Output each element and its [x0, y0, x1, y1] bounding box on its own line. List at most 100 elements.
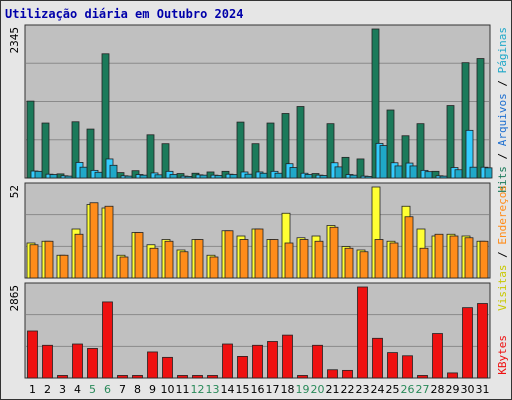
kbytes-bar-kbytes-21	[327, 369, 338, 379]
visits-bar-endereços-3	[59, 254, 69, 279]
visits-bar-endereços-8	[134, 232, 144, 279]
visits-bar-endereços-20	[314, 240, 324, 279]
visits-bar-endereços-14	[224, 230, 234, 279]
x-tick-label-1: 1	[29, 383, 36, 396]
kbytes-bar-kbytes-20	[312, 344, 323, 379]
legend-visits-sites-part-0: Visitas	[496, 264, 509, 310]
hits-bar-hits-23	[356, 158, 365, 179]
visits-bar-endereços-30	[464, 237, 474, 279]
hits-bar-hits-16	[251, 143, 260, 179]
kbytes-bar-kbytes-8	[132, 375, 143, 379]
hits-bar-páginas-12	[199, 174, 208, 179]
visits-bar-endereços-24	[374, 239, 384, 279]
visits-bar-endereços-6	[104, 205, 114, 279]
kbytes-bar-kbytes-30	[462, 307, 473, 379]
hits-bar-hits-2	[41, 122, 50, 179]
visits-bar-endereços-10	[164, 240, 174, 279]
kbytes-bar-kbytes-18	[282, 334, 293, 379]
hits-bar-hits-29	[446, 105, 455, 179]
kbytes-bar-kbytes-31	[477, 303, 488, 379]
kbytes-bar-kbytes-28	[432, 333, 443, 379]
legend-hits-files-pages-part-4: Páginas	[496, 27, 509, 73]
visits-bar-endereços-16	[254, 228, 264, 279]
visits-bar-endereços-29	[449, 235, 459, 279]
kbytes-bar-kbytes-6	[102, 301, 113, 379]
kbytes-bar-kbytes-16	[252, 344, 263, 379]
visits-bar-endereços-13	[209, 256, 219, 279]
hits-bar-páginas-4	[79, 166, 88, 179]
hits-bar-hits-15	[236, 121, 245, 179]
visits-bar-endereços-2	[44, 240, 54, 279]
x-tick-label-9: 9	[149, 383, 156, 396]
x-tick-label-17: 17	[266, 383, 280, 396]
visits-bar-endereços-7	[119, 256, 129, 279]
x-tick-label-11: 11	[176, 383, 190, 396]
kbytes-bar-kbytes-23	[357, 286, 368, 379]
kbytes-bar-kbytes-3	[57, 375, 68, 379]
hits-bar-páginas-24	[379, 145, 388, 179]
x-tick-label-30: 30	[461, 383, 475, 396]
hits-bar-páginas-11	[184, 176, 193, 179]
hits-bar-páginas-25	[394, 165, 403, 179]
visits-bar-endereços-18	[284, 242, 294, 279]
visits-bar-endereços-27	[419, 247, 429, 279]
x-tick-label-28: 28	[431, 383, 445, 396]
visits-bar-endereços-1	[29, 244, 39, 279]
x-tick-label-5: 5	[89, 383, 96, 396]
legend-hits-files-pages-part-3: /	[496, 73, 509, 93]
visits-bar-endereços-26	[404, 216, 414, 279]
legend-visits-sites-part-1: /	[496, 245, 509, 265]
chart-title: Utilização diária em Outubro 2024	[5, 7, 244, 21]
hits-bar-hits-26	[401, 135, 410, 179]
hits-ymax-label: 2345	[8, 27, 21, 54]
legend-hits-files-pages-part-1: /	[496, 146, 509, 166]
hits-bar-hits-31	[476, 58, 485, 179]
kbytes-bar-kbytes-19	[297, 375, 308, 379]
hits-bar-hits-27	[416, 123, 425, 179]
kbytes-bar-kbytes-15	[237, 356, 248, 379]
hits-bar-páginas-27	[424, 171, 433, 179]
x-tick-label-15: 15	[236, 383, 250, 396]
hits-bar-hits-5	[86, 128, 95, 179]
legend-hits-files-pages: Hits / Arquivos / Páginas	[496, 27, 509, 193]
x-tick-label-31: 31	[476, 383, 490, 396]
hits-bar-hits-19	[296, 106, 305, 179]
legend-visits-sites-part-2: Endereços	[496, 185, 509, 245]
hits-bar-páginas-17	[274, 172, 283, 179]
hits-bar-hits-6	[101, 53, 110, 179]
hits-bar-hits-17	[266, 122, 275, 179]
kbytes-bar-kbytes-27	[417, 375, 428, 379]
visits-bar-endereços-19	[299, 239, 309, 279]
x-tick-label-21: 21	[326, 383, 340, 396]
x-tick-label-20: 20	[311, 383, 325, 396]
x-tick-label-24: 24	[371, 383, 385, 396]
x-tick-label-7: 7	[119, 383, 126, 396]
visits-bar-endereços-21	[329, 226, 339, 279]
kbytes-bar-kbytes-1	[27, 330, 38, 379]
x-tick-label-2: 2	[44, 383, 51, 396]
x-tick-label-23: 23	[356, 383, 370, 396]
kbytes-bar-kbytes-24	[372, 337, 383, 379]
legend-hits-files-pages-part-0: Hits	[496, 166, 509, 193]
kbytes-bar-kbytes-22	[342, 369, 353, 379]
hits-bar-páginas-29	[454, 169, 463, 179]
hits-bar-páginas-7	[124, 175, 133, 179]
kbytes-bar-kbytes-2	[42, 344, 53, 379]
kbytes-bar-kbytes-5	[87, 348, 98, 379]
kbytes-bar-kbytes-9	[147, 351, 158, 379]
hits-bar-páginas-1	[34, 170, 43, 179]
hits-bar-páginas-3	[64, 175, 73, 179]
kbytes-bar-kbytes-7	[117, 375, 128, 379]
x-tick-label-29: 29	[446, 383, 460, 396]
hits-bar-páginas-8	[139, 174, 148, 179]
hits-bar-hits-30	[461, 62, 470, 179]
hits-bar-páginas-19	[304, 174, 313, 179]
visits-bar-endereços-23	[359, 251, 369, 279]
visits-bar-endereços-22	[344, 247, 354, 279]
hits-bar-páginas-18	[289, 167, 298, 179]
visits-bar-endereços-17	[269, 239, 279, 279]
legend-visits-sites: Visitas / Endereços	[496, 185, 509, 311]
x-tick-label-12: 12	[191, 383, 205, 396]
hits-bar-páginas-15	[244, 173, 253, 179]
